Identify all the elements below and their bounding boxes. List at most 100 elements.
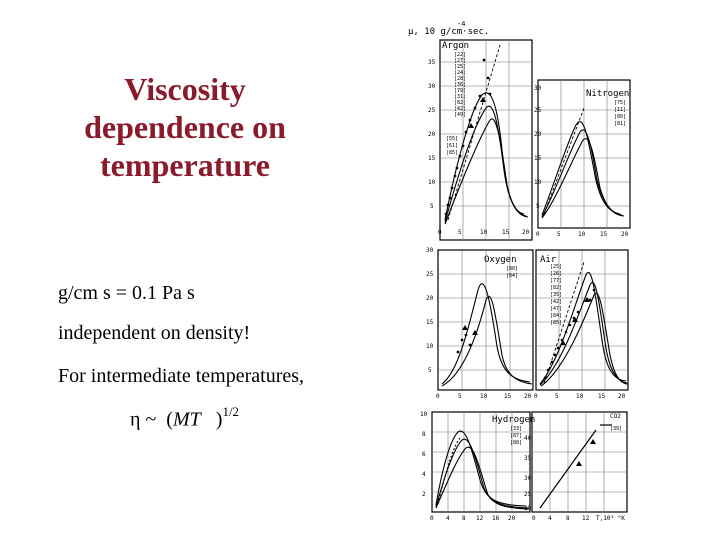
- air-xtick: 10: [576, 393, 584, 400]
- co2-ytick: 40: [524, 435, 532, 442]
- hydrogen-ytick: 8: [422, 431, 426, 438]
- nitrogen-ytick: 10: [534, 179, 542, 186]
- nitrogen-ref: [75]: [614, 100, 626, 106]
- co2-label: CO2: [610, 413, 621, 420]
- air-ref: [85]: [550, 320, 562, 326]
- hydrogen-xtick: 12: [476, 515, 484, 522]
- co2-ytick: 30: [524, 475, 532, 482]
- oxygen-panel: Oxygen [80] [84] 30 25 20 15 10 5 0 5 10…: [426, 247, 534, 400]
- nitrogen-xtick: 10: [578, 231, 586, 238]
- hydrogen-xtick: 4: [446, 515, 450, 522]
- argon-ref: [42]: [454, 106, 466, 112]
- co2-ytick: 20: [524, 505, 532, 512]
- nitrogen-ref: [80]: [614, 114, 626, 120]
- co2-xtick: 8: [566, 515, 570, 522]
- nitrogen-label: Nitrogen: [586, 89, 629, 99]
- argon-ref: [25]: [454, 64, 466, 70]
- oxygen-ytick: 25: [426, 271, 434, 278]
- argon-ytick: 30: [428, 83, 436, 90]
- argon-ref: [36]: [454, 82, 466, 88]
- argon-ytick: 15: [428, 155, 436, 162]
- formula-mt: MT: [172, 408, 201, 431]
- argon-ref: [49]: [454, 112, 466, 118]
- argon-ref: [27]: [454, 58, 466, 64]
- formula-close-paren: ): [215, 408, 223, 431]
- argon-ref: [24]: [454, 70, 466, 76]
- title-line-3: temperature: [100, 147, 270, 183]
- unit-label: μ, 10 g/cm·sec.: [408, 27, 489, 37]
- oxygen-ytick: 10: [426, 343, 434, 350]
- title-line-1: Viscosity: [124, 71, 246, 107]
- intermediate-text: For intermediate temperatures,: [58, 365, 305, 387]
- air-ref: [82]: [550, 285, 562, 291]
- argon-xtick: 10: [480, 229, 488, 236]
- argon-ref: [22]: [454, 52, 466, 58]
- argon-xtick: 0: [438, 229, 442, 236]
- air-xtick: 15: [598, 393, 606, 400]
- eta-symbol: η: [130, 408, 141, 431]
- nitrogen-ref: [11]: [614, 107, 626, 113]
- co2-panel: CO2 [39] 40 35 30 25 20 0 4 8 12 T,10³ °…: [524, 411, 628, 522]
- hydrogen-xtick: 8: [462, 515, 466, 522]
- air-label: Air: [540, 255, 557, 265]
- nitrogen-xtick: 5: [557, 231, 561, 238]
- co2-xtick: 0: [532, 515, 536, 522]
- slide-title: Viscosity dependence on temperature: [40, 70, 330, 184]
- title-line-2: dependence on: [84, 109, 286, 145]
- nitrogen-ytick: 5: [536, 203, 540, 210]
- air-ref: [35]: [550, 292, 562, 298]
- nitrogen-xtick: 20: [621, 231, 629, 238]
- hydrogen-ytick: 2: [422, 491, 426, 498]
- unit-exp: -4: [457, 20, 465, 28]
- oxygen-ref: [84]: [506, 273, 518, 279]
- nitrogen-ytick: 20: [534, 131, 542, 138]
- nitrogen-ref: [81]: [614, 121, 626, 127]
- hydrogen-ytick: 6: [422, 451, 426, 458]
- argon-ref: [31]: [454, 94, 466, 100]
- hydrogen-ytick: 10: [420, 411, 428, 418]
- air-xtick: 5: [555, 393, 559, 400]
- hydrogen-ytick: 4: [422, 471, 426, 478]
- hydrogen-ref: [88]: [510, 440, 522, 446]
- oxygen-ytick: 15: [426, 319, 434, 326]
- co2-xtick: T,10³ °K: [596, 515, 625, 522]
- co2-ytick: 35: [524, 455, 532, 462]
- oxygen-ytick: 20: [426, 295, 434, 302]
- nitrogen-xtick: 15: [600, 231, 608, 238]
- argon-xtick: 5: [458, 229, 462, 236]
- oxygen-ytick: 5: [428, 367, 432, 374]
- nitrogen-xtick: 0: [536, 231, 540, 238]
- nitrogen-ytick: 15: [534, 155, 542, 162]
- air-panel: Air [25] [26] [77] [82] [35] [42] [47] […: [534, 249, 629, 400]
- argon-xtick: 20: [522, 229, 530, 236]
- argon-xtick: 15: [502, 229, 510, 236]
- argon-ref: [82]: [454, 100, 466, 106]
- argon-ytick: 5: [430, 203, 434, 210]
- air-ref: [47]: [550, 306, 562, 312]
- nitrogen-ytick: 25: [534, 107, 542, 114]
- air-xtick: 20: [618, 393, 626, 400]
- argon-ref: [61]: [446, 143, 458, 149]
- argon-ytick: 20: [428, 131, 436, 138]
- tilde-symbol: ~: [145, 408, 157, 431]
- argon-ref: [85]: [446, 150, 458, 156]
- air-xtick: 0: [534, 393, 538, 400]
- oxygen-xtick: 10: [480, 393, 488, 400]
- argon-ytick: 25: [428, 107, 436, 114]
- air-ref: [25]: [550, 264, 562, 270]
- argon-panel: Argon 35 30 25 20 15 10 5 0 5 10 15 20 […: [428, 39, 533, 241]
- formula-open-paren: (: [166, 408, 173, 431]
- argon-label: Argon: [442, 41, 469, 51]
- oxygen-xtick: 20: [524, 393, 532, 400]
- argon-ytick: 10: [428, 179, 436, 186]
- formula-exponent: 1/2: [222, 404, 240, 419]
- air-ref: [84]: [550, 313, 562, 319]
- nitrogen-ytick: 30: [534, 85, 542, 92]
- hydrogen-panel: Hydrogen [33] [87] [88] 10 8 6 4 2 0 4 8…: [420, 411, 535, 522]
- hydrogen-ref: [87]: [510, 433, 522, 439]
- air-ref: [42]: [550, 299, 562, 305]
- co2-ytick: 25: [524, 491, 532, 498]
- argon-ref: [55]: [446, 136, 458, 142]
- units-text: g/cm s = 0.1 Pa s: [58, 282, 195, 304]
- hydrogen-label: Hydrogen: [492, 415, 535, 425]
